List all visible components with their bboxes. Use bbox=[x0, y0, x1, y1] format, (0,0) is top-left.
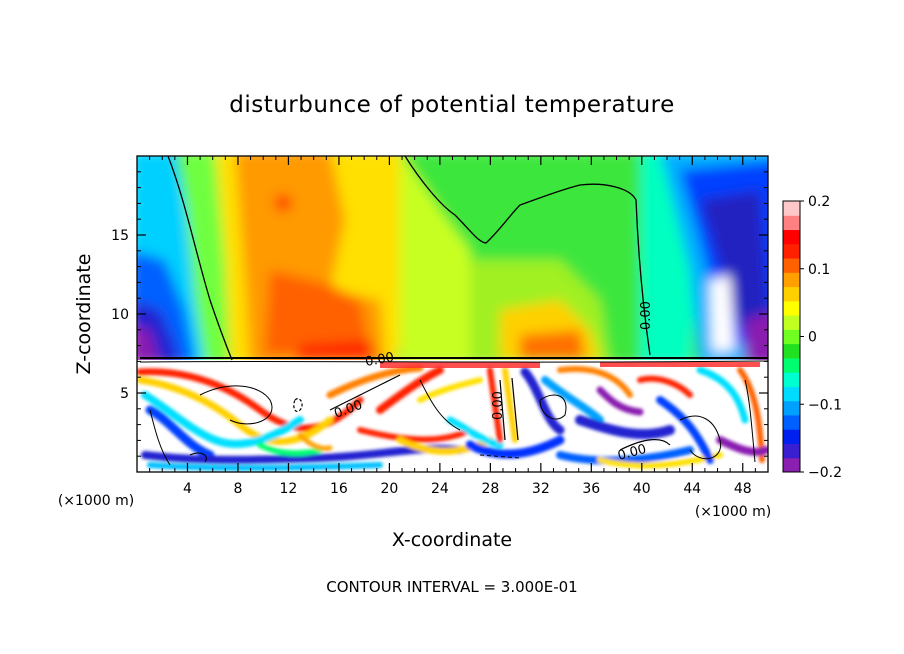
colorbar-swatch bbox=[783, 429, 800, 444]
contour-label: 0.00 bbox=[364, 350, 395, 370]
x-tick-label: 4 bbox=[183, 481, 192, 497]
interface-speckle bbox=[380, 362, 760, 368]
x-tick-label: 12 bbox=[280, 481, 298, 497]
colorbar-swatch bbox=[783, 443, 800, 459]
x-tick-label: 40 bbox=[633, 481, 651, 497]
x-tick-label: 20 bbox=[380, 481, 398, 497]
colorbar-tick-label: −0.2 bbox=[808, 465, 842, 481]
colorbar-swatch bbox=[783, 201, 800, 216]
x-tick-label: 36 bbox=[582, 481, 600, 497]
colorbar-swatch bbox=[783, 258, 800, 273]
colorbar-swatch bbox=[783, 372, 800, 387]
colorbar-swatch bbox=[783, 457, 800, 473]
x-tick-label: 48 bbox=[734, 481, 752, 497]
colorbar-swatch bbox=[783, 414, 800, 430]
colorbar-swatch bbox=[783, 329, 800, 345]
colorbar-tick-label: 0 bbox=[808, 330, 817, 346]
contour-label: 0.00 bbox=[491, 391, 506, 420]
colorbar-tick-label: 0.1 bbox=[808, 262, 830, 278]
plot-area: 0.00 0.00 0.00 0.00 0.00 bbox=[137, 156, 768, 472]
contour-label: 0.00 bbox=[639, 301, 654, 330]
x-tick-label: 24 bbox=[431, 481, 449, 497]
x-unit-left: (×1000 m) bbox=[58, 493, 134, 509]
y-axis-label: Z-coordinate bbox=[73, 254, 95, 375]
colorbar-swatch bbox=[783, 315, 800, 330]
colorbar-swatch bbox=[783, 343, 800, 359]
colorbar-tick-label: 0.2 bbox=[808, 194, 830, 210]
zero-contour-ridge bbox=[404, 156, 651, 356]
colorbar-swatch bbox=[783, 400, 800, 416]
x-tick-label: 8 bbox=[233, 481, 242, 497]
y-axis: 5 10 15 bbox=[111, 171, 768, 457]
colorbar-swatch bbox=[783, 215, 800, 231]
y-tick-label: 15 bbox=[111, 228, 129, 244]
colorbar-swatch bbox=[783, 243, 800, 259]
x-tick-label: 28 bbox=[481, 481, 499, 497]
chart-title: disturbunce of potential temperature bbox=[229, 92, 675, 118]
x-unit-right: (×1000 m) bbox=[695, 504, 771, 520]
contour-label: 0.00 bbox=[616, 442, 648, 464]
zero-contour-upper bbox=[167, 156, 233, 361]
contours bbox=[139, 156, 768, 466]
colorbar-swatch bbox=[783, 357, 800, 373]
colorbar-swatch bbox=[783, 300, 800, 316]
x-axis-label: X-coordinate bbox=[392, 529, 512, 551]
x-axis: 4 8 12 16 20 24 28 32 36 40 44 48 bbox=[149, 156, 756, 497]
colorbar-tick-label: −0.1 bbox=[808, 397, 842, 413]
y-tick-label: 5 bbox=[120, 386, 129, 402]
x-tick-label: 44 bbox=[683, 481, 701, 497]
x-tick-label: 16 bbox=[330, 481, 348, 497]
colorbar-swatch bbox=[783, 229, 800, 245]
colorbar-swatch bbox=[783, 286, 800, 302]
upper-field bbox=[137, 156, 768, 365]
contour-interval-note: CONTOUR INTERVAL = 3.000E-01 bbox=[326, 578, 577, 596]
x-tick-label: 32 bbox=[532, 481, 550, 497]
y-tick-label: 10 bbox=[111, 307, 129, 323]
colorbar-swatch bbox=[783, 272, 800, 288]
lower-field bbox=[137, 360, 768, 472]
colorbar-swatch bbox=[783, 386, 800, 402]
colorbar: 0.2 0.1 0 −0.1 −0.2 bbox=[782, 194, 842, 481]
